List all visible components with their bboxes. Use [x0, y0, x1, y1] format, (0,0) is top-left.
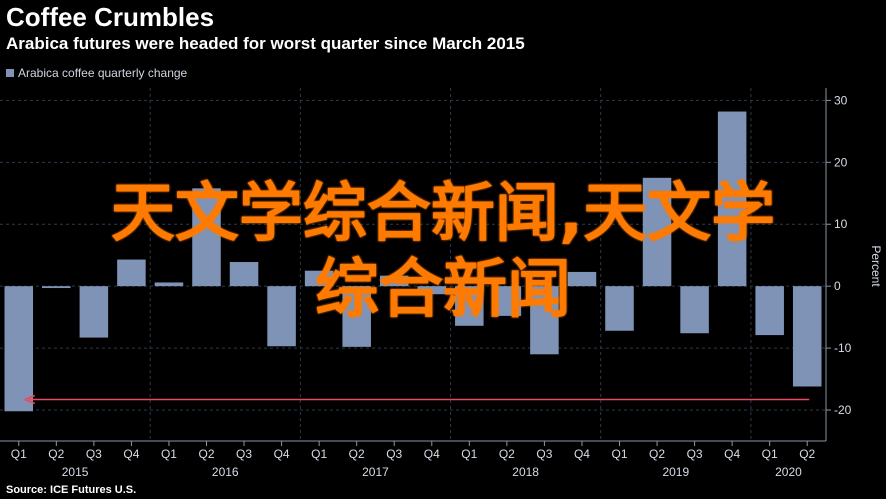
- bar: [79, 286, 109, 338]
- chart-title: Coffee Crumbles: [6, 2, 215, 32]
- y-tick-label: 20: [834, 155, 848, 169]
- bar: [304, 270, 334, 287]
- x-year-label: 2018: [512, 465, 539, 479]
- x-year-label: 2019: [662, 465, 689, 479]
- x-tick-label: Q2: [48, 447, 64, 461]
- x-year-label: 2016: [212, 465, 239, 479]
- bar: [680, 286, 709, 334]
- bar: [642, 177, 672, 287]
- x-tick-label: Q4: [574, 447, 590, 461]
- annotation-arrowhead: [24, 394, 36, 405]
- bar: [192, 188, 221, 287]
- x-tick-label: Q2: [799, 447, 815, 461]
- x-tick-label: Q4: [424, 447, 440, 461]
- bar: [379, 275, 409, 287]
- bar: [4, 286, 34, 412]
- x-tick-label: Q1: [11, 447, 27, 461]
- x-tick-label: Q3: [386, 447, 402, 461]
- bar: [267, 286, 296, 347]
- bar: [605, 286, 634, 331]
- x-year-label: 2015: [62, 465, 89, 479]
- x-tick-label: Q4: [724, 447, 740, 461]
- x-tick-label: Q1: [611, 447, 627, 461]
- x-tick-label: Q3: [86, 447, 102, 461]
- bar: [567, 271, 597, 287]
- bar: [717, 111, 747, 287]
- x-tick-label: Q1: [161, 447, 177, 461]
- y-tick-label: -20: [834, 403, 852, 417]
- x-tick-label: Q1: [311, 447, 327, 461]
- bar: [117, 259, 146, 287]
- y-tick-label: 0: [834, 279, 841, 293]
- x-tick-label: Q2: [499, 447, 515, 461]
- bar: [417, 286, 447, 295]
- x-year-label: 2017: [362, 465, 389, 479]
- legend: Arabica coffee quarterly change: [6, 66, 187, 80]
- bar: [342, 286, 371, 347]
- x-tick-label: Q2: [349, 447, 365, 461]
- x-year-label: 2020: [775, 465, 802, 479]
- y-tick-label: 30: [834, 93, 848, 107]
- x-tick-label: Q4: [123, 447, 139, 461]
- bar: [755, 286, 784, 336]
- x-tick-label: Q1: [762, 447, 778, 461]
- source-note: Source: ICE Futures U.S.: [6, 484, 137, 496]
- bar: [42, 286, 71, 289]
- y-tick-label: 10: [834, 217, 848, 231]
- x-tick-label: Q4: [274, 447, 290, 461]
- bar: [455, 286, 484, 326]
- bar: [154, 282, 184, 287]
- bar: [492, 286, 522, 316]
- x-tick-label: Q1: [461, 447, 477, 461]
- x-tick-label: Q3: [687, 447, 703, 461]
- bar: [530, 286, 559, 355]
- y-axis-title: Percent: [869, 245, 883, 287]
- chart-subtitle: Arabica futures were headed for worst qu…: [6, 34, 525, 53]
- bar: [792, 286, 822, 387]
- x-tick-label: Q2: [198, 447, 214, 461]
- y-tick-label: -10: [834, 341, 852, 355]
- x-tick-label: Q2: [649, 447, 665, 461]
- x-tick-label: Q3: [236, 447, 252, 461]
- legend-swatch: [6, 69, 14, 77]
- bar: [229, 262, 259, 287]
- legend-label: Arabica coffee quarterly change: [18, 66, 188, 80]
- x-tick-label: Q3: [536, 447, 552, 461]
